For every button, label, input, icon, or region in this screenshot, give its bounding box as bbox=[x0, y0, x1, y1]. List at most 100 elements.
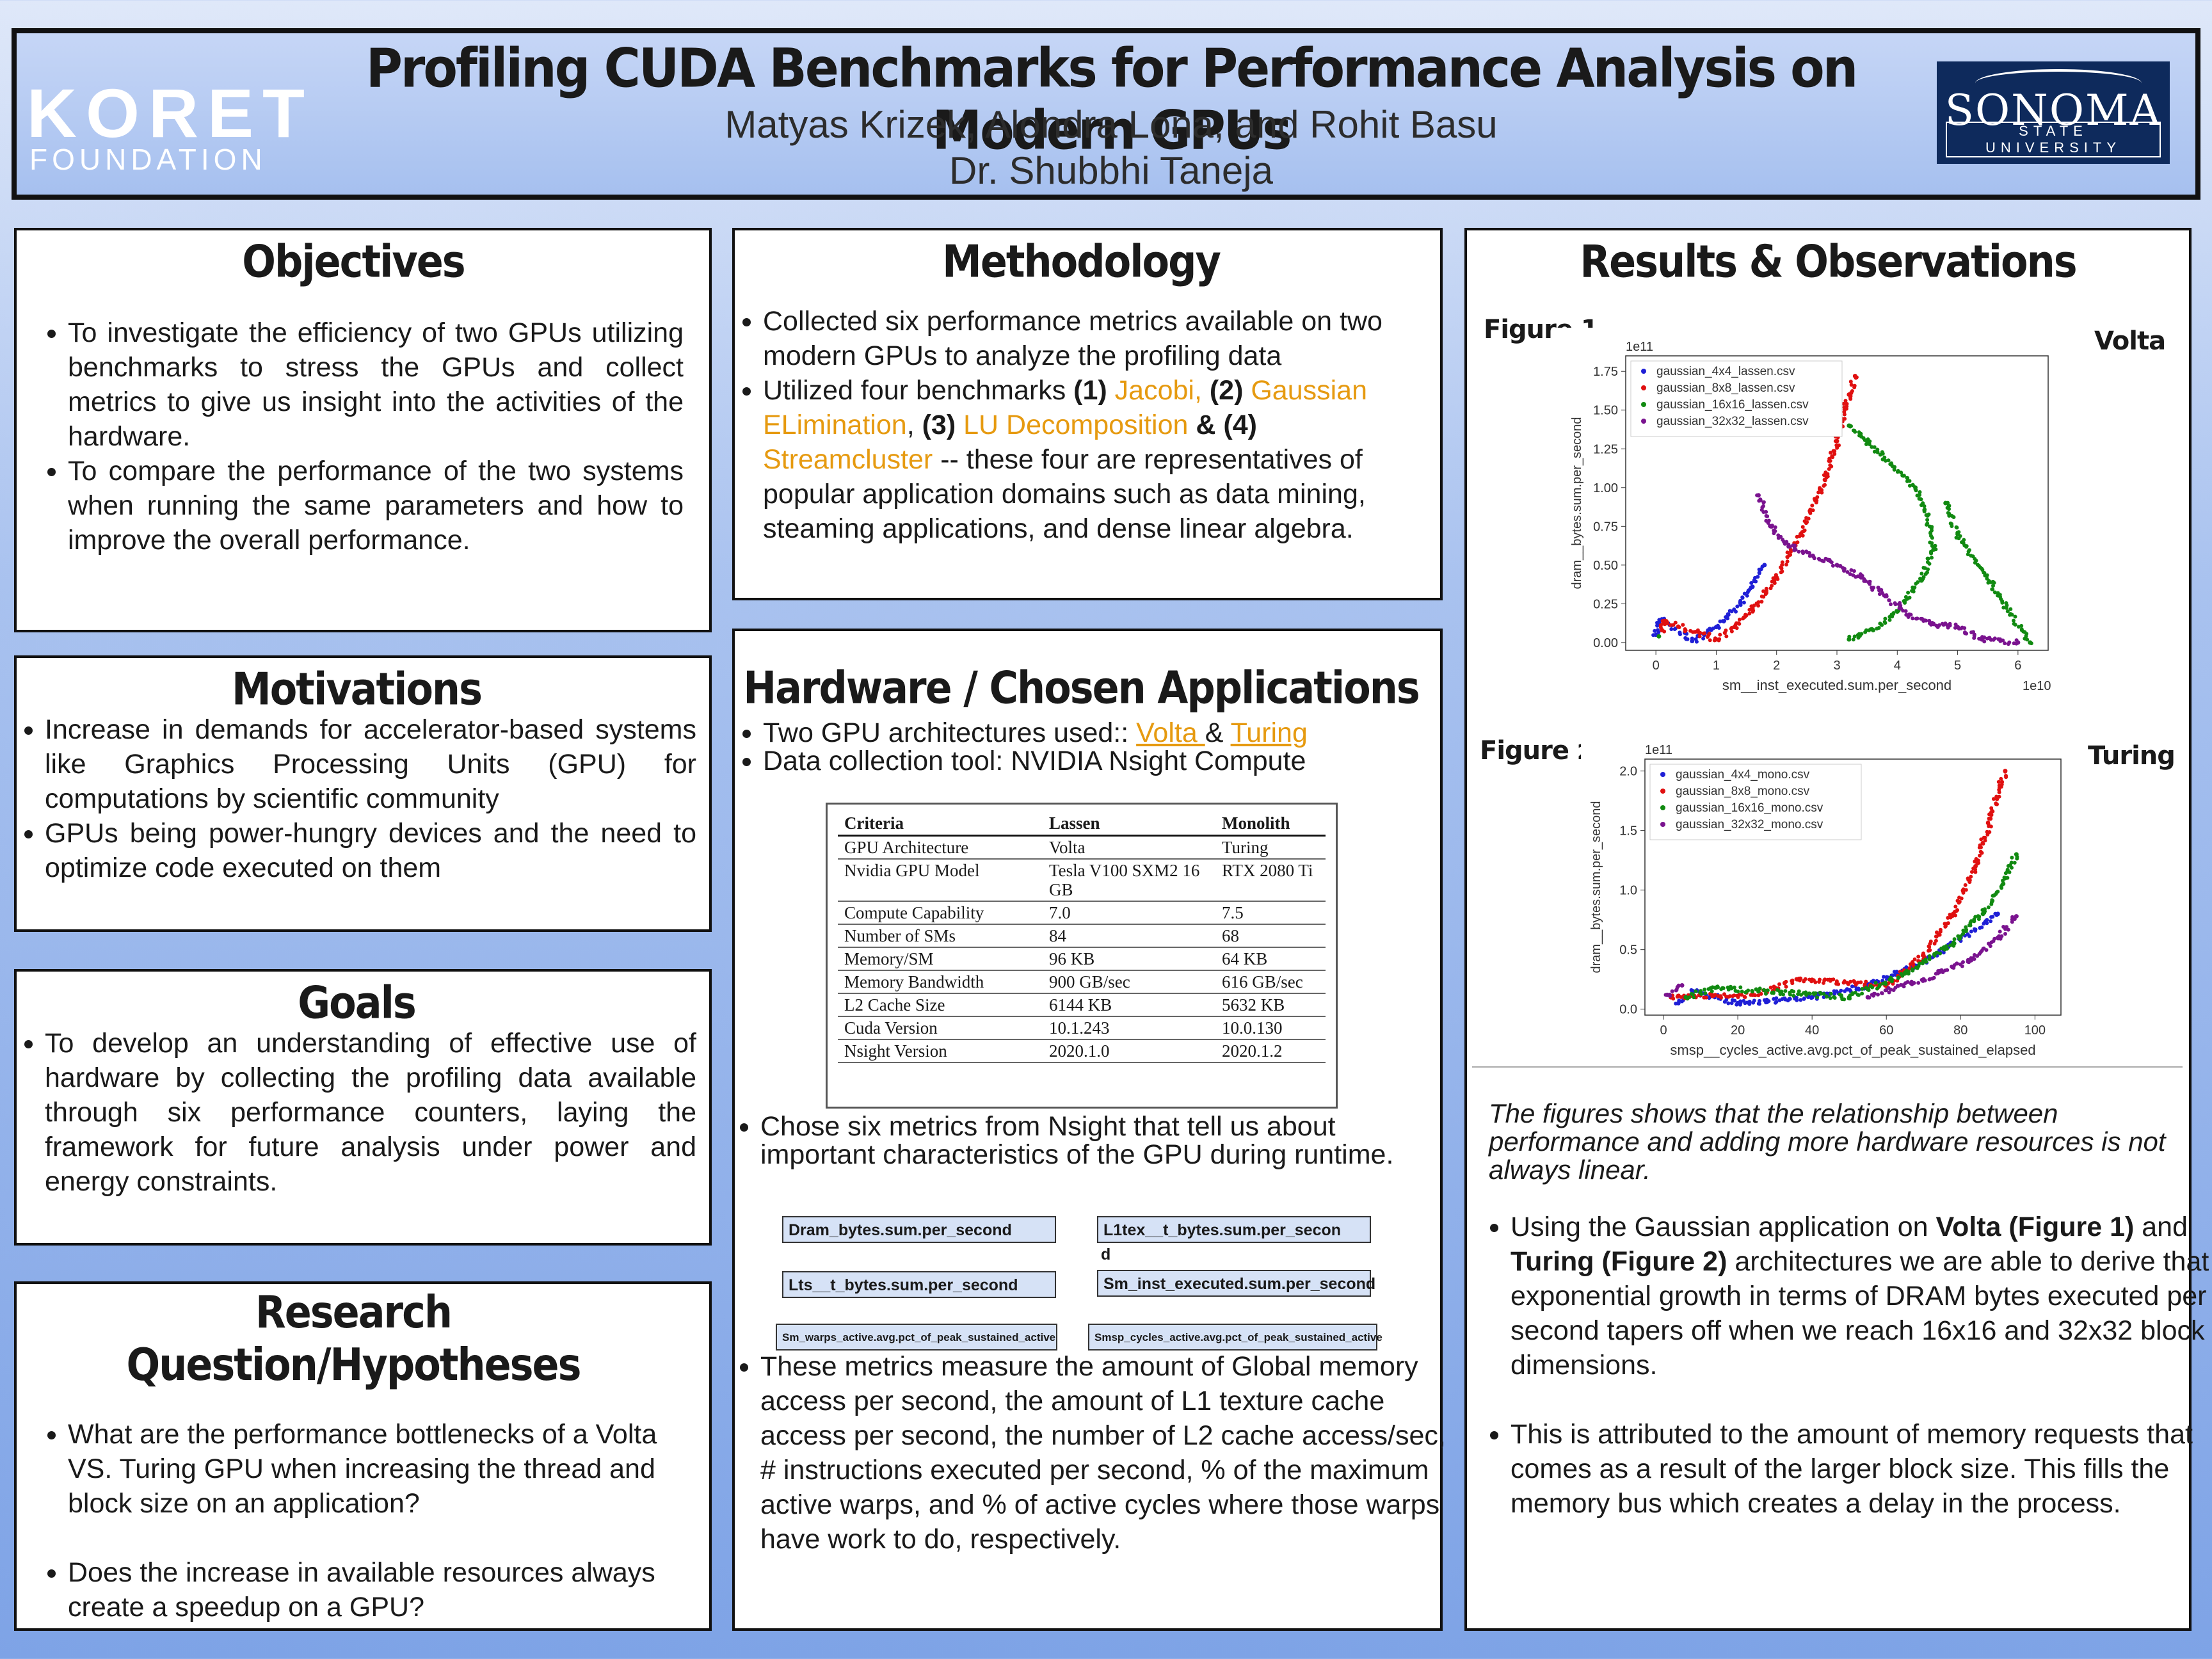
data-point bbox=[1740, 596, 1745, 600]
data-point bbox=[1785, 559, 1790, 564]
data-point bbox=[1977, 915, 1982, 919]
table-cell: GPU Architecture bbox=[838, 835, 1043, 860]
data-point bbox=[1678, 630, 1682, 635]
data-point bbox=[1955, 961, 1959, 966]
data-point bbox=[1703, 631, 1707, 636]
data-point bbox=[1867, 442, 1871, 446]
data-point bbox=[1872, 445, 1877, 449]
data-point bbox=[1878, 453, 1882, 457]
data-point bbox=[1843, 399, 1848, 403]
data-point bbox=[1756, 493, 1761, 498]
data-point bbox=[1964, 544, 1969, 549]
data-point bbox=[1914, 581, 1918, 586]
table-cell: Memory/SM bbox=[838, 947, 1043, 971]
hardware-table: Criteria Lassen Monolith GPU Architecture V… bbox=[826, 803, 1338, 1109]
data-point bbox=[1991, 797, 1996, 801]
x-tick-label: 5 bbox=[1954, 659, 1961, 673]
data-point bbox=[1994, 802, 1998, 806]
hardware-list-bottom: These metrics measure the amount of Glob… bbox=[732, 1349, 1452, 1557]
data-point bbox=[1685, 637, 1690, 641]
data-point bbox=[1903, 600, 1907, 605]
data-point bbox=[1799, 976, 1803, 981]
legend-entry: gaussian_4x4_lassen.csv bbox=[1656, 365, 1795, 378]
data-point bbox=[2010, 613, 2014, 617]
data-point bbox=[1951, 911, 1956, 917]
data-point bbox=[1907, 612, 1912, 617]
data-point bbox=[1831, 563, 1835, 568]
y-axis-label: dram__bytes.sum.per_second bbox=[1570, 417, 1584, 589]
data-point bbox=[1972, 636, 1976, 640]
data-point bbox=[1758, 998, 1761, 1003]
data-point bbox=[1761, 510, 1766, 514]
data-point bbox=[1834, 438, 1839, 444]
list-item: Collected six performance metrics availa… bbox=[763, 304, 1427, 373]
data-point bbox=[1943, 947, 1947, 952]
data-point bbox=[1962, 626, 1967, 630]
hardware-spec-table: Criteria Lassen Monolith GPU Architecture V… bbox=[838, 812, 1326, 1063]
data-point bbox=[1791, 990, 1796, 994]
methodology-section: Methodology Collected six performance me… bbox=[732, 228, 1443, 600]
data-point bbox=[1713, 625, 1719, 630]
hardware-list-top: Two GPU architectures used:: Volta & Tur… bbox=[735, 719, 1427, 775]
data-point bbox=[1973, 927, 1978, 932]
data-point bbox=[1733, 998, 1737, 1003]
table-header-cell: Criteria bbox=[838, 812, 1043, 837]
data-point bbox=[1853, 990, 1857, 995]
x-tick-label: 6 bbox=[2014, 659, 2021, 673]
data-point bbox=[1764, 991, 1768, 996]
figure1-arch: Volta bbox=[2094, 326, 2166, 356]
data-point bbox=[1729, 1001, 1734, 1006]
list-item: These metrics measure the amount of Glob… bbox=[760, 1349, 1452, 1557]
data-point bbox=[1959, 896, 1964, 901]
list-item: GPUs being power-hungry devices and the … bbox=[45, 816, 696, 885]
data-point bbox=[1961, 960, 1965, 965]
data-point bbox=[1774, 996, 1779, 1000]
data-point bbox=[1947, 511, 1952, 516]
data-point bbox=[1932, 975, 1936, 980]
data-point bbox=[1915, 493, 1919, 498]
data-point bbox=[1921, 960, 1925, 964]
x-tick-label: 60 bbox=[1879, 1023, 1893, 1038]
data-point bbox=[1991, 587, 1995, 591]
data-point bbox=[1919, 578, 1924, 583]
data-point bbox=[1765, 514, 1770, 518]
y-tick-label: 1.5 bbox=[1619, 824, 1637, 838]
data-point bbox=[1831, 977, 1836, 982]
data-point bbox=[1969, 929, 1973, 934]
legend-marker bbox=[1641, 369, 1646, 374]
data-point bbox=[1998, 929, 2002, 934]
data-point bbox=[1895, 970, 1899, 974]
data-point bbox=[1698, 630, 1703, 635]
data-point bbox=[1938, 927, 1943, 932]
data-point bbox=[1985, 573, 1989, 577]
data-point bbox=[1919, 572, 1924, 576]
data-point bbox=[1670, 989, 1674, 993]
turing-link[interactable]: Turing bbox=[1230, 717, 1308, 748]
poster-authors: Matyas Krizek, Alondra Lona, and Rohit B… bbox=[725, 103, 1498, 146]
data-point bbox=[1660, 621, 1665, 626]
data-point bbox=[1713, 985, 1718, 990]
data-point bbox=[2005, 609, 2010, 614]
data-point bbox=[1758, 986, 1762, 991]
data-point bbox=[1902, 474, 1906, 478]
data-point bbox=[1902, 984, 1906, 989]
figure2-label: Figure 2. bbox=[1480, 736, 1598, 765]
volta-link[interactable]: Volta bbox=[1136, 717, 1205, 748]
data-point bbox=[1989, 824, 1993, 829]
data-point bbox=[1794, 995, 1799, 1000]
data-point bbox=[1766, 521, 1770, 525]
data-point bbox=[1973, 863, 1978, 869]
data-point bbox=[1855, 633, 1860, 637]
data-point bbox=[1935, 950, 1939, 955]
motivations-title: Motivations bbox=[232, 662, 483, 716]
list-item: What are the performance bottlenecks of … bbox=[68, 1417, 684, 1521]
data-point bbox=[1832, 995, 1836, 999]
data-point bbox=[1883, 616, 1887, 621]
data-point bbox=[1856, 986, 1861, 991]
data-point bbox=[1870, 985, 1875, 990]
metric-lts: Lts__t_bytes.sum.per_second bbox=[782, 1271, 1056, 1298]
data-point bbox=[1772, 581, 1777, 585]
data-point bbox=[1859, 980, 1863, 984]
data-point bbox=[2008, 863, 2013, 867]
data-point bbox=[1905, 597, 1909, 601]
